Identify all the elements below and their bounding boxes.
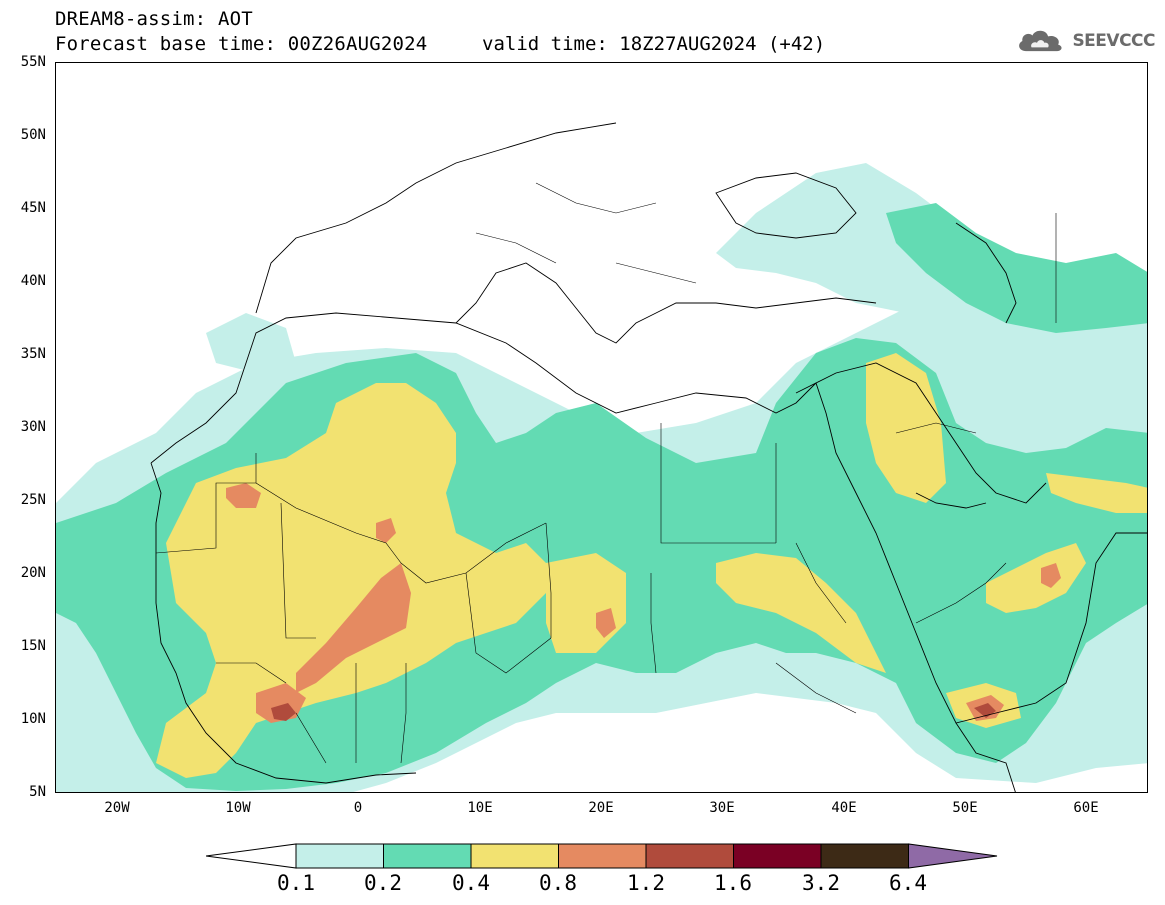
- aot-band-0.8-1.2: [226, 483, 1061, 723]
- cloud-icon: [1019, 30, 1062, 52]
- lat-label-20n: 20N: [20, 565, 46, 581]
- forecast-base-time: Forecast base time: 00Z26AUG2024: [55, 33, 428, 55]
- colorbar-label-3.2: 3.2: [802, 871, 840, 895]
- country-borders: [155, 182, 1057, 764]
- colorbar-label-0.2: 0.2: [364, 871, 402, 895]
- colorbar-label-1.2: 1.2: [627, 871, 665, 895]
- lat-label-5n: 5N: [29, 784, 46, 800]
- lat-label-15n: 15N: [20, 638, 46, 654]
- lon-label-10w: 10W: [225, 800, 251, 816]
- aot-map: [56, 122, 1147, 792]
- colorbar-under-triangle: [206, 843, 297, 869]
- colorbar-label-1.6: 1.6: [714, 871, 752, 895]
- colorbar-swatch-0.1-0.2: [295, 843, 384, 869]
- lat-label-45n: 45N: [20, 200, 46, 216]
- colorbar-swatch-0.4-0.8: [470, 843, 559, 869]
- map-panel: [55, 62, 1148, 793]
- colorbar-label-0.8: 0.8: [539, 871, 577, 895]
- lat-label-50n: 50N: [20, 127, 46, 143]
- colorbar-label-6.4: 6.4: [889, 871, 927, 895]
- colorbar-label-0.1: 0.1: [277, 871, 315, 895]
- lat-label-30n: 30N: [20, 419, 46, 435]
- aot-colorbar: [206, 843, 998, 869]
- colorbar-swatch-0.8-1.2: [558, 843, 647, 869]
- lat-label-55n: 55N: [20, 54, 46, 70]
- lon-label-20e: 20E: [588, 800, 614, 816]
- lat-label-10n: 10N: [20, 711, 46, 727]
- coastlines: [150, 122, 1147, 792]
- lon-label-20w: 20W: [104, 800, 130, 816]
- colorbar-label-0.4: 0.4: [452, 871, 490, 895]
- lon-label-60e: 60E: [1073, 800, 1099, 816]
- map-title: DREAM8-assim: AOT: [55, 8, 253, 30]
- logo-text: SEEVCCC: [1072, 31, 1155, 51]
- lon-label-40e: 40E: [831, 800, 857, 816]
- colorbar-over-triangle: [908, 843, 998, 869]
- valid-time: valid time: 18Z27AUG2024 (+42): [482, 33, 826, 55]
- colorbar-swatch-1.6-3.2: [733, 843, 822, 869]
- lon-label-10e: 10E: [467, 800, 493, 816]
- lon-label-50e: 50E: [952, 800, 978, 816]
- colorbar-swatch-0.2-0.4: [383, 843, 472, 869]
- lon-label-30e: 30E: [709, 800, 735, 816]
- lon-label-0: 0: [353, 800, 363, 816]
- seevccc-logo: SEEVCCC: [1015, 24, 1155, 58]
- lat-label-40n: 40N: [20, 273, 46, 289]
- lat-label-35n: 35N: [20, 346, 46, 362]
- colorbar-swatch-3.2-6.4: [820, 843, 909, 869]
- colorbar-swatch-1.2-1.6: [645, 843, 734, 869]
- lat-label-25n: 25N: [20, 492, 46, 508]
